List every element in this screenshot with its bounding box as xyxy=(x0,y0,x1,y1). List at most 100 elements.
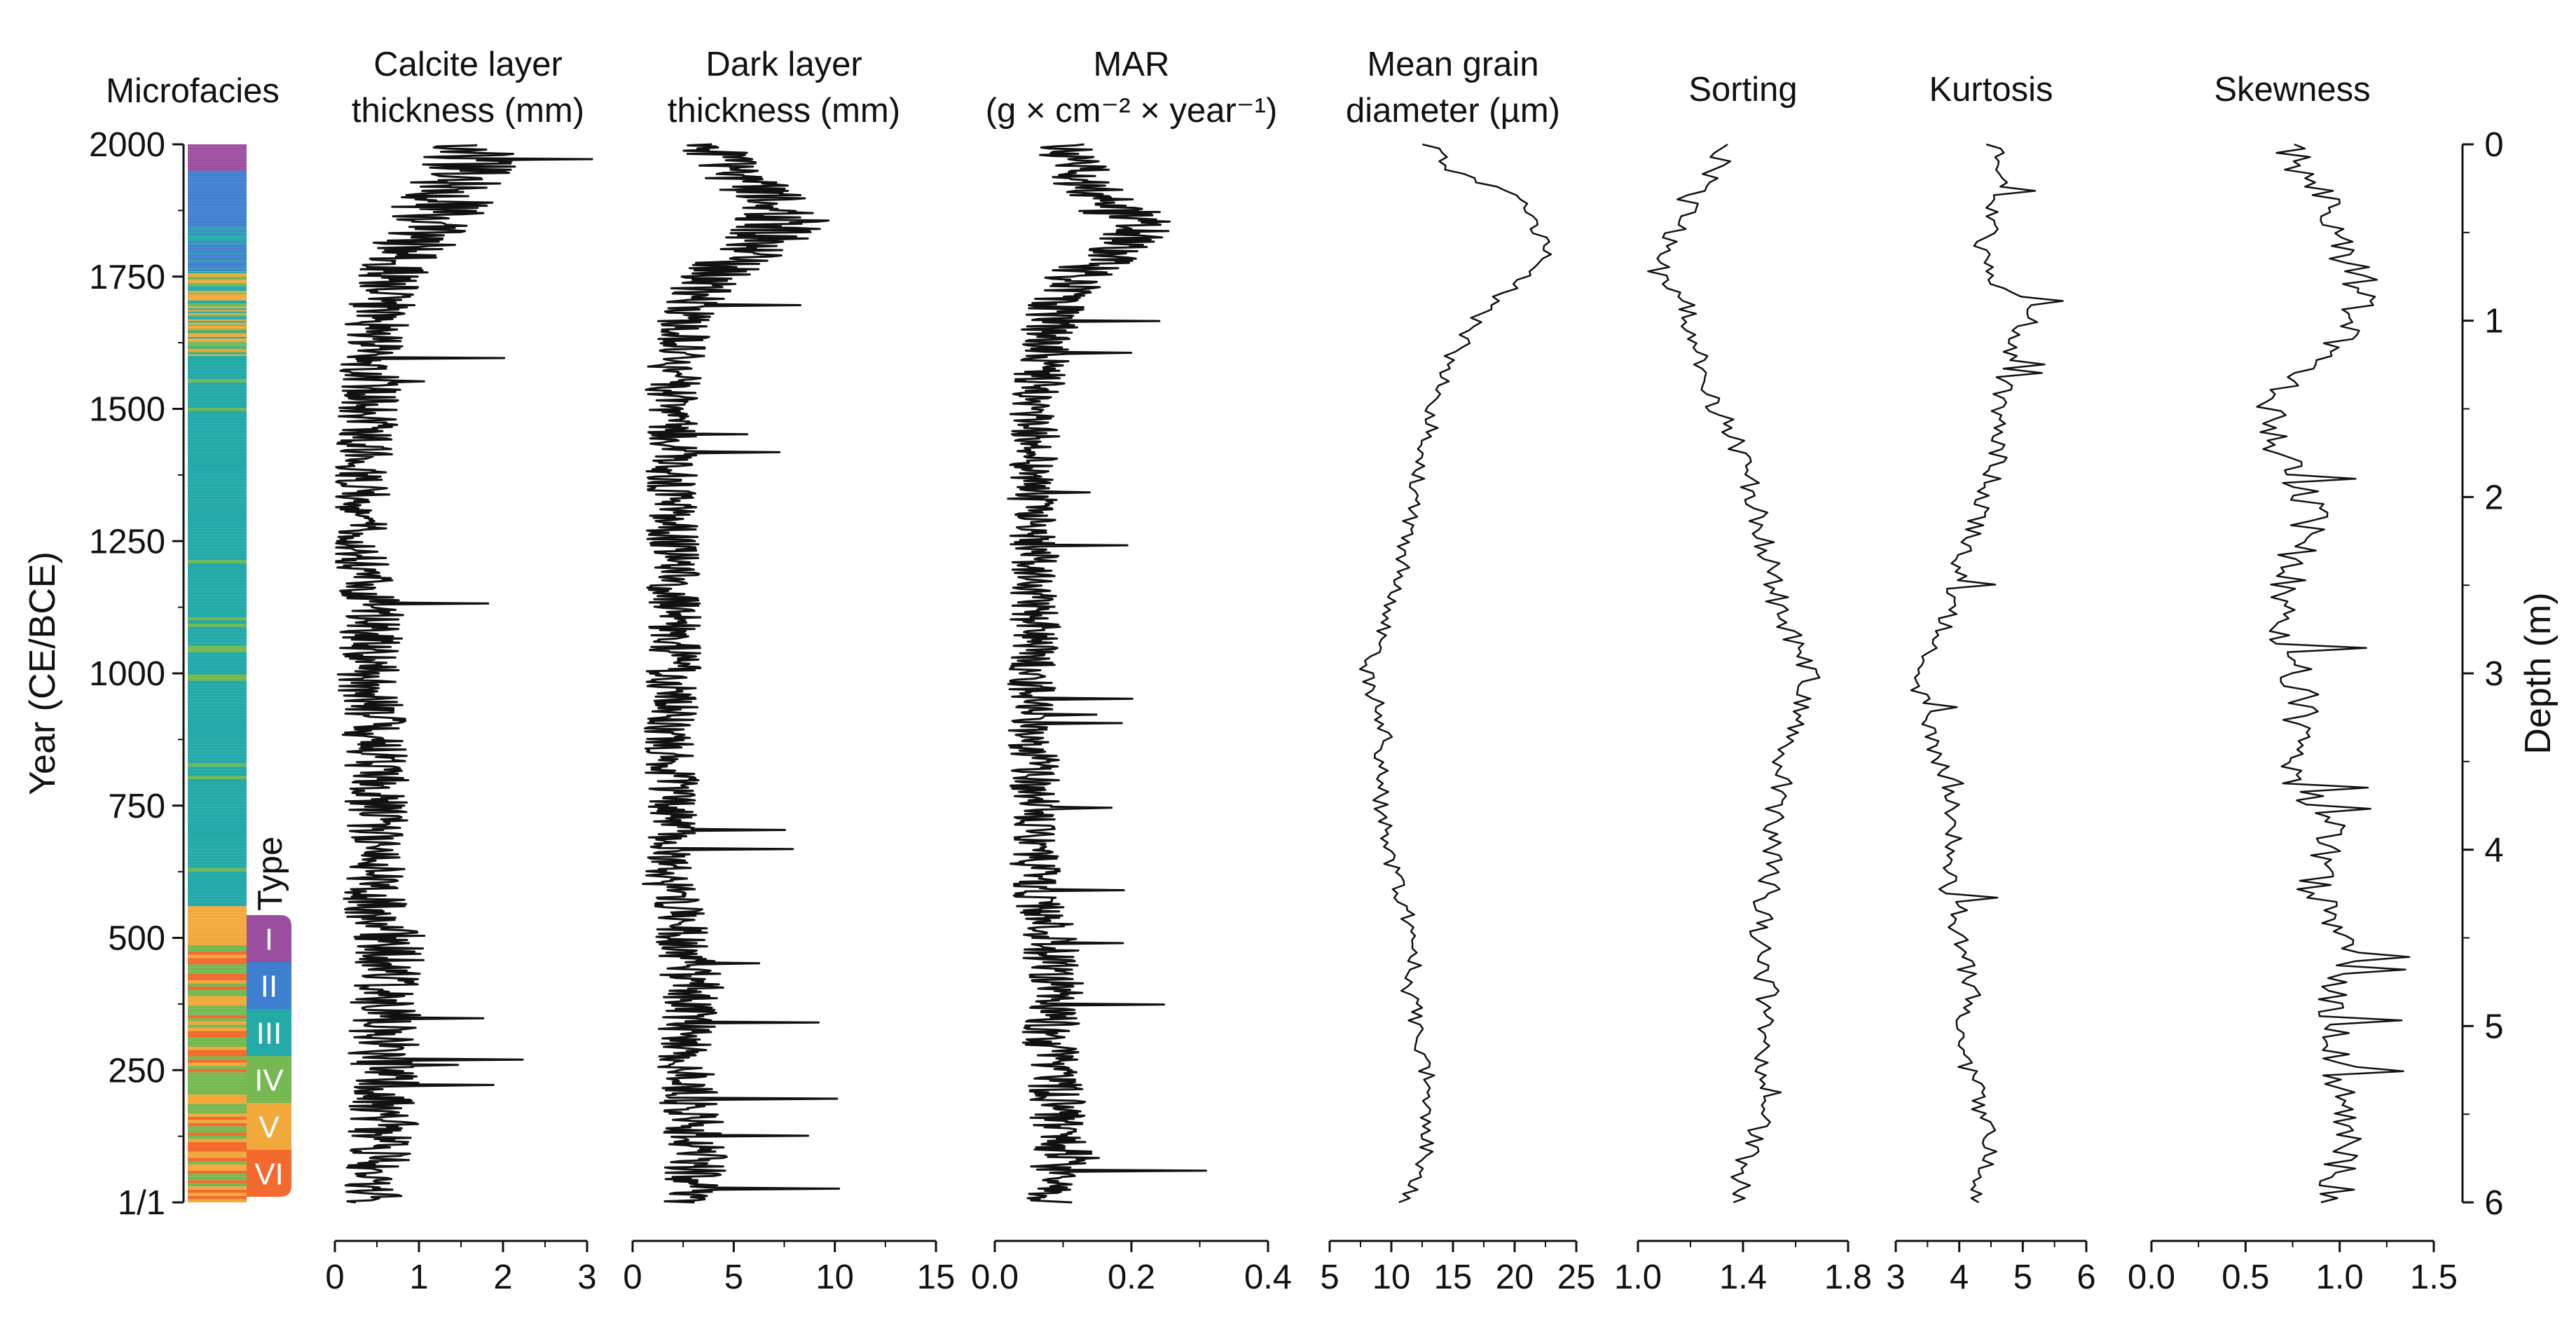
microfacies-band xyxy=(188,335,247,337)
microfacies-band xyxy=(188,315,247,317)
panel-title: Sorting xyxy=(1688,71,1797,109)
microfacies-band xyxy=(188,855,247,859)
microfacies-band xyxy=(188,289,247,291)
panel-series-line xyxy=(1647,143,1821,1204)
microfacies-band xyxy=(188,1069,247,1073)
microfacies-band xyxy=(188,939,247,942)
microfacies-band xyxy=(188,964,247,968)
panel-x-tick-label: 20 xyxy=(1496,1258,1534,1296)
microfacies-band xyxy=(188,448,247,453)
microfacies-band xyxy=(188,439,247,443)
microfacies-band xyxy=(188,1148,247,1152)
microfacies-band xyxy=(188,483,247,488)
microfacies-band xyxy=(188,970,247,974)
microfacies-band xyxy=(188,750,247,754)
microfacies-band xyxy=(188,867,247,872)
microfacies-band xyxy=(188,317,247,320)
microfacies-legend-swatch xyxy=(247,962,291,1009)
year-axis-tick-label: 250 xyxy=(108,1052,165,1090)
microfacies-band xyxy=(188,261,247,263)
microfacies-band xyxy=(188,1078,247,1082)
microfacies-band xyxy=(188,547,247,551)
microfacies-band xyxy=(188,225,247,227)
panel-grain: Mean grain diameter (µm) 5 10 15 20 25 xyxy=(1320,46,1595,1296)
panel-x-tick-label: 1.0 xyxy=(1614,1258,1662,1296)
microfacies-band xyxy=(188,763,247,767)
microfacies-band xyxy=(188,462,247,465)
microfacies-band xyxy=(188,206,247,208)
depth-axis: Depth (m) 0 1 2 3 4 5 6 xyxy=(2461,126,2558,1222)
microfacies-band xyxy=(188,914,247,916)
microfacies-band xyxy=(188,275,247,277)
microfacies-band xyxy=(188,327,247,329)
microfacies-band xyxy=(188,233,247,235)
microfacies-band xyxy=(188,1129,247,1133)
microfacies-band xyxy=(188,734,247,739)
microfacies-band xyxy=(188,1183,247,1187)
microfacies-band xyxy=(188,639,247,643)
microfacies-band xyxy=(188,1186,247,1190)
microfacies-band xyxy=(188,340,247,342)
microfacies-band xyxy=(188,680,247,685)
microfacies-band xyxy=(188,861,247,865)
microfacies-band xyxy=(188,249,247,251)
microfacies-band xyxy=(188,255,247,257)
panel-title: MAR xyxy=(1094,46,1170,83)
microfacies-band xyxy=(188,145,247,147)
microfacies-band xyxy=(188,1097,247,1101)
year-axis-label: Year (CE/BCE) xyxy=(22,551,63,795)
panel-calcite: Calcite layer thickness (mm) 0 1 2 3 xyxy=(325,46,596,1296)
microfacies-band xyxy=(188,1104,247,1108)
microfacies-band xyxy=(188,417,247,421)
microfacies-band xyxy=(188,252,247,254)
microfacies-band xyxy=(188,890,247,894)
microfacies-band xyxy=(188,512,247,516)
panel-mar: MAR (g × cm⁻² × year⁻¹) 0.0 0.2 0.4 xyxy=(971,46,1292,1296)
panel-title: Kurtosis xyxy=(1929,71,2053,109)
microfacies-band xyxy=(188,1145,247,1148)
microfacies-band xyxy=(188,934,247,937)
microfacies-band xyxy=(188,468,247,472)
microfacies-band xyxy=(188,936,247,938)
microfacies-band xyxy=(188,930,247,932)
microfacies-band xyxy=(188,674,247,678)
microfacies-band xyxy=(188,291,247,293)
microfacies-band xyxy=(188,880,247,884)
microfacies-band xyxy=(188,1050,247,1054)
microfacies-band xyxy=(188,295,247,298)
microfacies-band xyxy=(188,254,247,256)
microfacies-band xyxy=(188,917,247,919)
microfacies-band xyxy=(188,404,247,408)
microfacies-band xyxy=(188,830,247,834)
microfacies-band xyxy=(188,900,247,903)
microfacies-band xyxy=(188,1174,247,1177)
microfacies-band xyxy=(188,910,247,913)
microfacies-band xyxy=(188,363,247,367)
microfacies-band xyxy=(188,1139,247,1142)
microfacies-band xyxy=(188,1008,247,1012)
microfacies-band xyxy=(188,224,247,226)
panel-title: (g × cm⁻² × year⁻¹) xyxy=(986,92,1278,130)
microfacies-band xyxy=(188,1155,247,1158)
microfacies-band xyxy=(188,319,247,322)
microfacies-band xyxy=(188,766,247,770)
microfacies-band xyxy=(188,388,247,392)
panel-x-tick-label: 10 xyxy=(815,1258,854,1296)
microfacies-band xyxy=(188,589,247,592)
microfacies-band xyxy=(188,1167,247,1171)
year-axis-tick-label: 1000 xyxy=(89,655,165,693)
microfacies-band xyxy=(188,699,247,703)
microfacies-band xyxy=(188,1024,247,1028)
microfacies-band xyxy=(188,287,247,289)
microfacies-band xyxy=(188,303,247,305)
panel-x-tick-label: 0 xyxy=(623,1258,642,1296)
microfacies-band xyxy=(188,321,247,323)
microfacies-band xyxy=(188,550,247,554)
microfacies-band xyxy=(188,788,247,792)
microfacies-band xyxy=(188,259,247,261)
microfacies-band xyxy=(188,915,247,918)
microfacies-band xyxy=(188,221,247,224)
microfacies-band xyxy=(188,330,247,333)
microfacies-band xyxy=(188,394,247,399)
